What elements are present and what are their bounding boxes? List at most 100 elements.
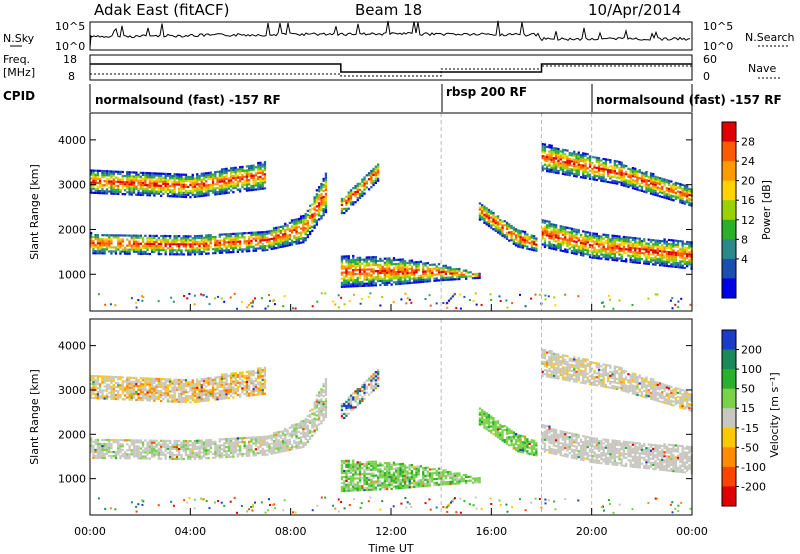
velocity-cell — [248, 437, 250, 439]
power-cell — [456, 274, 458, 276]
power-cell — [564, 161, 566, 163]
power-cell — [663, 265, 665, 267]
velocity-cell — [115, 398, 117, 400]
power-cell — [388, 267, 390, 269]
power-cell — [544, 230, 546, 232]
power-cell — [142, 172, 144, 174]
power-cell — [657, 258, 659, 260]
power-cell — [605, 166, 607, 168]
power-cell — [244, 180, 246, 182]
power-cell — [259, 168, 261, 170]
power-cell — [264, 181, 266, 183]
power-cell — [587, 247, 589, 249]
power-cell — [506, 224, 508, 226]
power-cell — [654, 180, 656, 182]
power-cell — [275, 237, 277, 239]
velocity-cell — [268, 449, 270, 451]
velocity-cell — [241, 453, 243, 455]
power-cell — [566, 160, 568, 162]
power-cell — [546, 220, 548, 222]
power-cell — [144, 176, 146, 178]
velocity-cell — [266, 442, 268, 444]
power-cell — [587, 173, 589, 175]
power-cell — [499, 229, 501, 231]
power-cell — [682, 198, 684, 200]
power-cell — [555, 156, 557, 158]
power-cell — [257, 168, 259, 170]
power-cell — [580, 240, 582, 242]
power-cell — [108, 174, 110, 176]
power-cell — [641, 190, 643, 192]
power-cell — [357, 199, 359, 201]
power-cell — [555, 226, 557, 228]
power-cell — [474, 275, 476, 277]
power-cell — [361, 281, 363, 283]
velocity-cell — [99, 389, 101, 391]
power-cell — [587, 239, 589, 241]
velocity-cell — [286, 445, 288, 447]
power-cell — [300, 228, 302, 230]
power-cell — [609, 181, 611, 183]
power-cell — [153, 188, 155, 190]
power-cell — [119, 246, 121, 248]
power-cell — [361, 283, 363, 285]
power-cell — [686, 251, 688, 253]
velocity-cell — [219, 438, 221, 440]
velocity-cell — [169, 448, 171, 450]
power-cell — [388, 282, 390, 284]
power-cell — [531, 241, 533, 243]
power-cell — [621, 166, 623, 168]
power-cell — [603, 166, 605, 168]
power-cell — [183, 174, 185, 176]
power-cell — [548, 154, 550, 156]
power-cell — [357, 281, 359, 283]
power-cell — [361, 298, 363, 300]
power-cell — [406, 280, 408, 282]
power-cell — [605, 164, 607, 166]
power-cell — [375, 258, 377, 260]
velocity-cell — [235, 449, 237, 451]
velocity-cell — [300, 422, 302, 424]
power-cell — [153, 249, 155, 251]
power-cell — [153, 174, 155, 176]
velocity-cell — [104, 378, 106, 380]
power-cell — [598, 159, 600, 161]
power-cell — [185, 249, 187, 251]
power-cell — [388, 261, 390, 263]
velocity-cell — [187, 442, 189, 444]
power-cell — [178, 239, 180, 241]
power-cell — [625, 183, 627, 185]
power-cell — [404, 293, 406, 295]
velocity-cell — [214, 441, 216, 443]
power-cell — [467, 275, 469, 277]
velocity-cell — [126, 453, 128, 455]
power-cell — [639, 262, 641, 264]
power-cell — [183, 192, 185, 194]
velocity-cell — [198, 456, 200, 458]
power-cell — [108, 182, 110, 184]
power-cell — [246, 190, 248, 192]
power-cell — [142, 186, 144, 188]
power-cell — [420, 279, 422, 281]
velocity-cell — [183, 440, 185, 442]
power-cell — [388, 278, 390, 280]
power-cell — [357, 183, 359, 185]
power-cell — [501, 235, 503, 237]
velocity-cell — [275, 432, 277, 434]
power-cell — [684, 249, 686, 251]
power-cell — [146, 245, 148, 247]
power-cell — [643, 172, 645, 174]
power-cell — [596, 157, 598, 159]
power-cell — [192, 251, 194, 253]
power-cell — [670, 253, 672, 255]
power-cell — [508, 240, 510, 242]
power-cell — [688, 202, 690, 204]
power-cell — [221, 172, 223, 174]
power-cell — [395, 275, 397, 277]
power-cell — [275, 247, 277, 249]
power-cell — [580, 160, 582, 162]
power-cell — [672, 266, 674, 268]
power-cell — [564, 248, 566, 250]
power-cell — [557, 164, 559, 166]
power-cell — [151, 184, 153, 186]
